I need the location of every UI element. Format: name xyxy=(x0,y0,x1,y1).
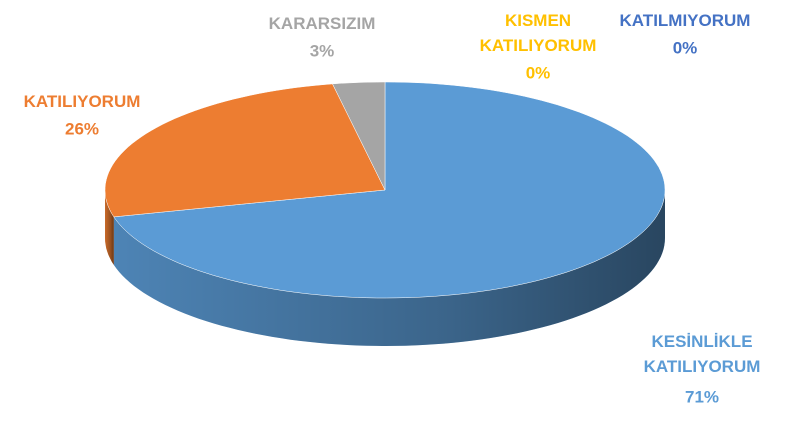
slice xyxy=(332,81,386,191)
category-label: KATILIYORUM xyxy=(24,92,141,111)
category-label: KESİNLİKLE KATILIYORUM xyxy=(644,332,761,376)
category-label: KATILMIYORUM xyxy=(620,11,751,30)
value-label: 0% xyxy=(673,38,698,57)
slice xyxy=(104,83,386,218)
value-label: 0% xyxy=(526,63,551,82)
slice-side-shade xyxy=(113,190,666,346)
value-label: 3% xyxy=(310,41,335,60)
value-label: 71% xyxy=(685,387,719,406)
category-label: KARARSIZIM xyxy=(269,14,376,33)
value-label: 26% xyxy=(65,119,99,138)
slice-side-shade xyxy=(105,190,114,265)
category-label: KISMEN KATILIYORUM xyxy=(480,11,597,55)
slice xyxy=(113,81,666,299)
